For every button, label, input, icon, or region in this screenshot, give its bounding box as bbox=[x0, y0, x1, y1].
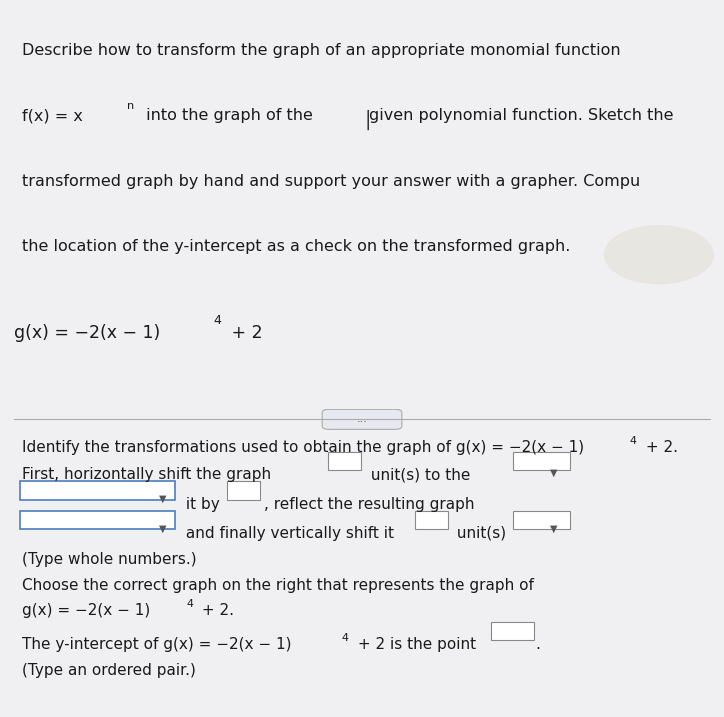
Text: 4: 4 bbox=[214, 314, 222, 328]
Text: ▼: ▼ bbox=[159, 494, 167, 504]
Text: 4: 4 bbox=[187, 599, 193, 609]
Text: 4: 4 bbox=[630, 436, 636, 446]
Text: + 2 is the point: + 2 is the point bbox=[353, 637, 476, 652]
Text: it by: it by bbox=[181, 497, 220, 511]
Text: unit(s) to the: unit(s) to the bbox=[366, 467, 470, 483]
Text: First, horizontally shift the graph: First, horizontally shift the graph bbox=[22, 467, 271, 483]
Text: and finally vertically shift it: and finally vertically shift it bbox=[181, 526, 394, 541]
FancyBboxPatch shape bbox=[513, 452, 570, 470]
Text: ▼: ▼ bbox=[550, 523, 557, 533]
Text: Describe how to transform the graph of an appropriate monomial function: Describe how to transform the graph of a… bbox=[22, 43, 620, 58]
FancyBboxPatch shape bbox=[328, 452, 361, 470]
Text: (Type an ordered pair.): (Type an ordered pair.) bbox=[22, 663, 195, 678]
Text: g(x) = −2(x − 1): g(x) = −2(x − 1) bbox=[14, 324, 161, 342]
Text: the location of the y-intercept as a check on the transformed graph.: the location of the y-intercept as a che… bbox=[22, 239, 570, 255]
Text: g(x) = −2(x − 1): g(x) = −2(x − 1) bbox=[22, 603, 150, 618]
Text: , reflect the resulting graph: , reflect the resulting graph bbox=[264, 497, 475, 511]
FancyBboxPatch shape bbox=[322, 409, 402, 429]
Text: ▼: ▼ bbox=[159, 523, 167, 533]
FancyBboxPatch shape bbox=[491, 622, 534, 640]
Text: .: . bbox=[536, 637, 541, 652]
FancyBboxPatch shape bbox=[513, 511, 570, 529]
Text: ▼: ▼ bbox=[550, 467, 557, 478]
Text: + 2.: + 2. bbox=[641, 440, 678, 455]
Text: n: n bbox=[127, 100, 134, 110]
Text: into the graph of the: into the graph of the bbox=[141, 108, 318, 123]
Text: Identify the transformations used to obtain the graph of g(x) = −2(x − 1): Identify the transformations used to obt… bbox=[22, 440, 584, 455]
Text: + 2.: + 2. bbox=[197, 603, 234, 618]
Text: Choose the correct graph on the right that represents the graph of: Choose the correct graph on the right th… bbox=[22, 578, 534, 593]
Text: │: │ bbox=[362, 110, 373, 130]
Text: unit(s): unit(s) bbox=[452, 526, 506, 541]
FancyBboxPatch shape bbox=[227, 481, 260, 500]
Text: given polynomial function. Sketch the: given polynomial function. Sketch the bbox=[369, 108, 674, 123]
Text: (Type whole numbers.): (Type whole numbers.) bbox=[22, 552, 196, 567]
Circle shape bbox=[605, 226, 713, 283]
Text: f(x) = x: f(x) = x bbox=[22, 108, 83, 123]
FancyBboxPatch shape bbox=[20, 481, 175, 500]
Text: transformed graph by hand and support your answer with a grapher. Compu: transformed graph by hand and support yo… bbox=[22, 174, 640, 189]
Text: ...: ... bbox=[356, 414, 368, 424]
Text: + 2: + 2 bbox=[226, 324, 263, 342]
Text: The y-intercept of g(x) = −2(x − 1): The y-intercept of g(x) = −2(x − 1) bbox=[22, 637, 291, 652]
Text: 4: 4 bbox=[342, 633, 348, 643]
FancyBboxPatch shape bbox=[415, 511, 448, 529]
FancyBboxPatch shape bbox=[20, 511, 175, 529]
